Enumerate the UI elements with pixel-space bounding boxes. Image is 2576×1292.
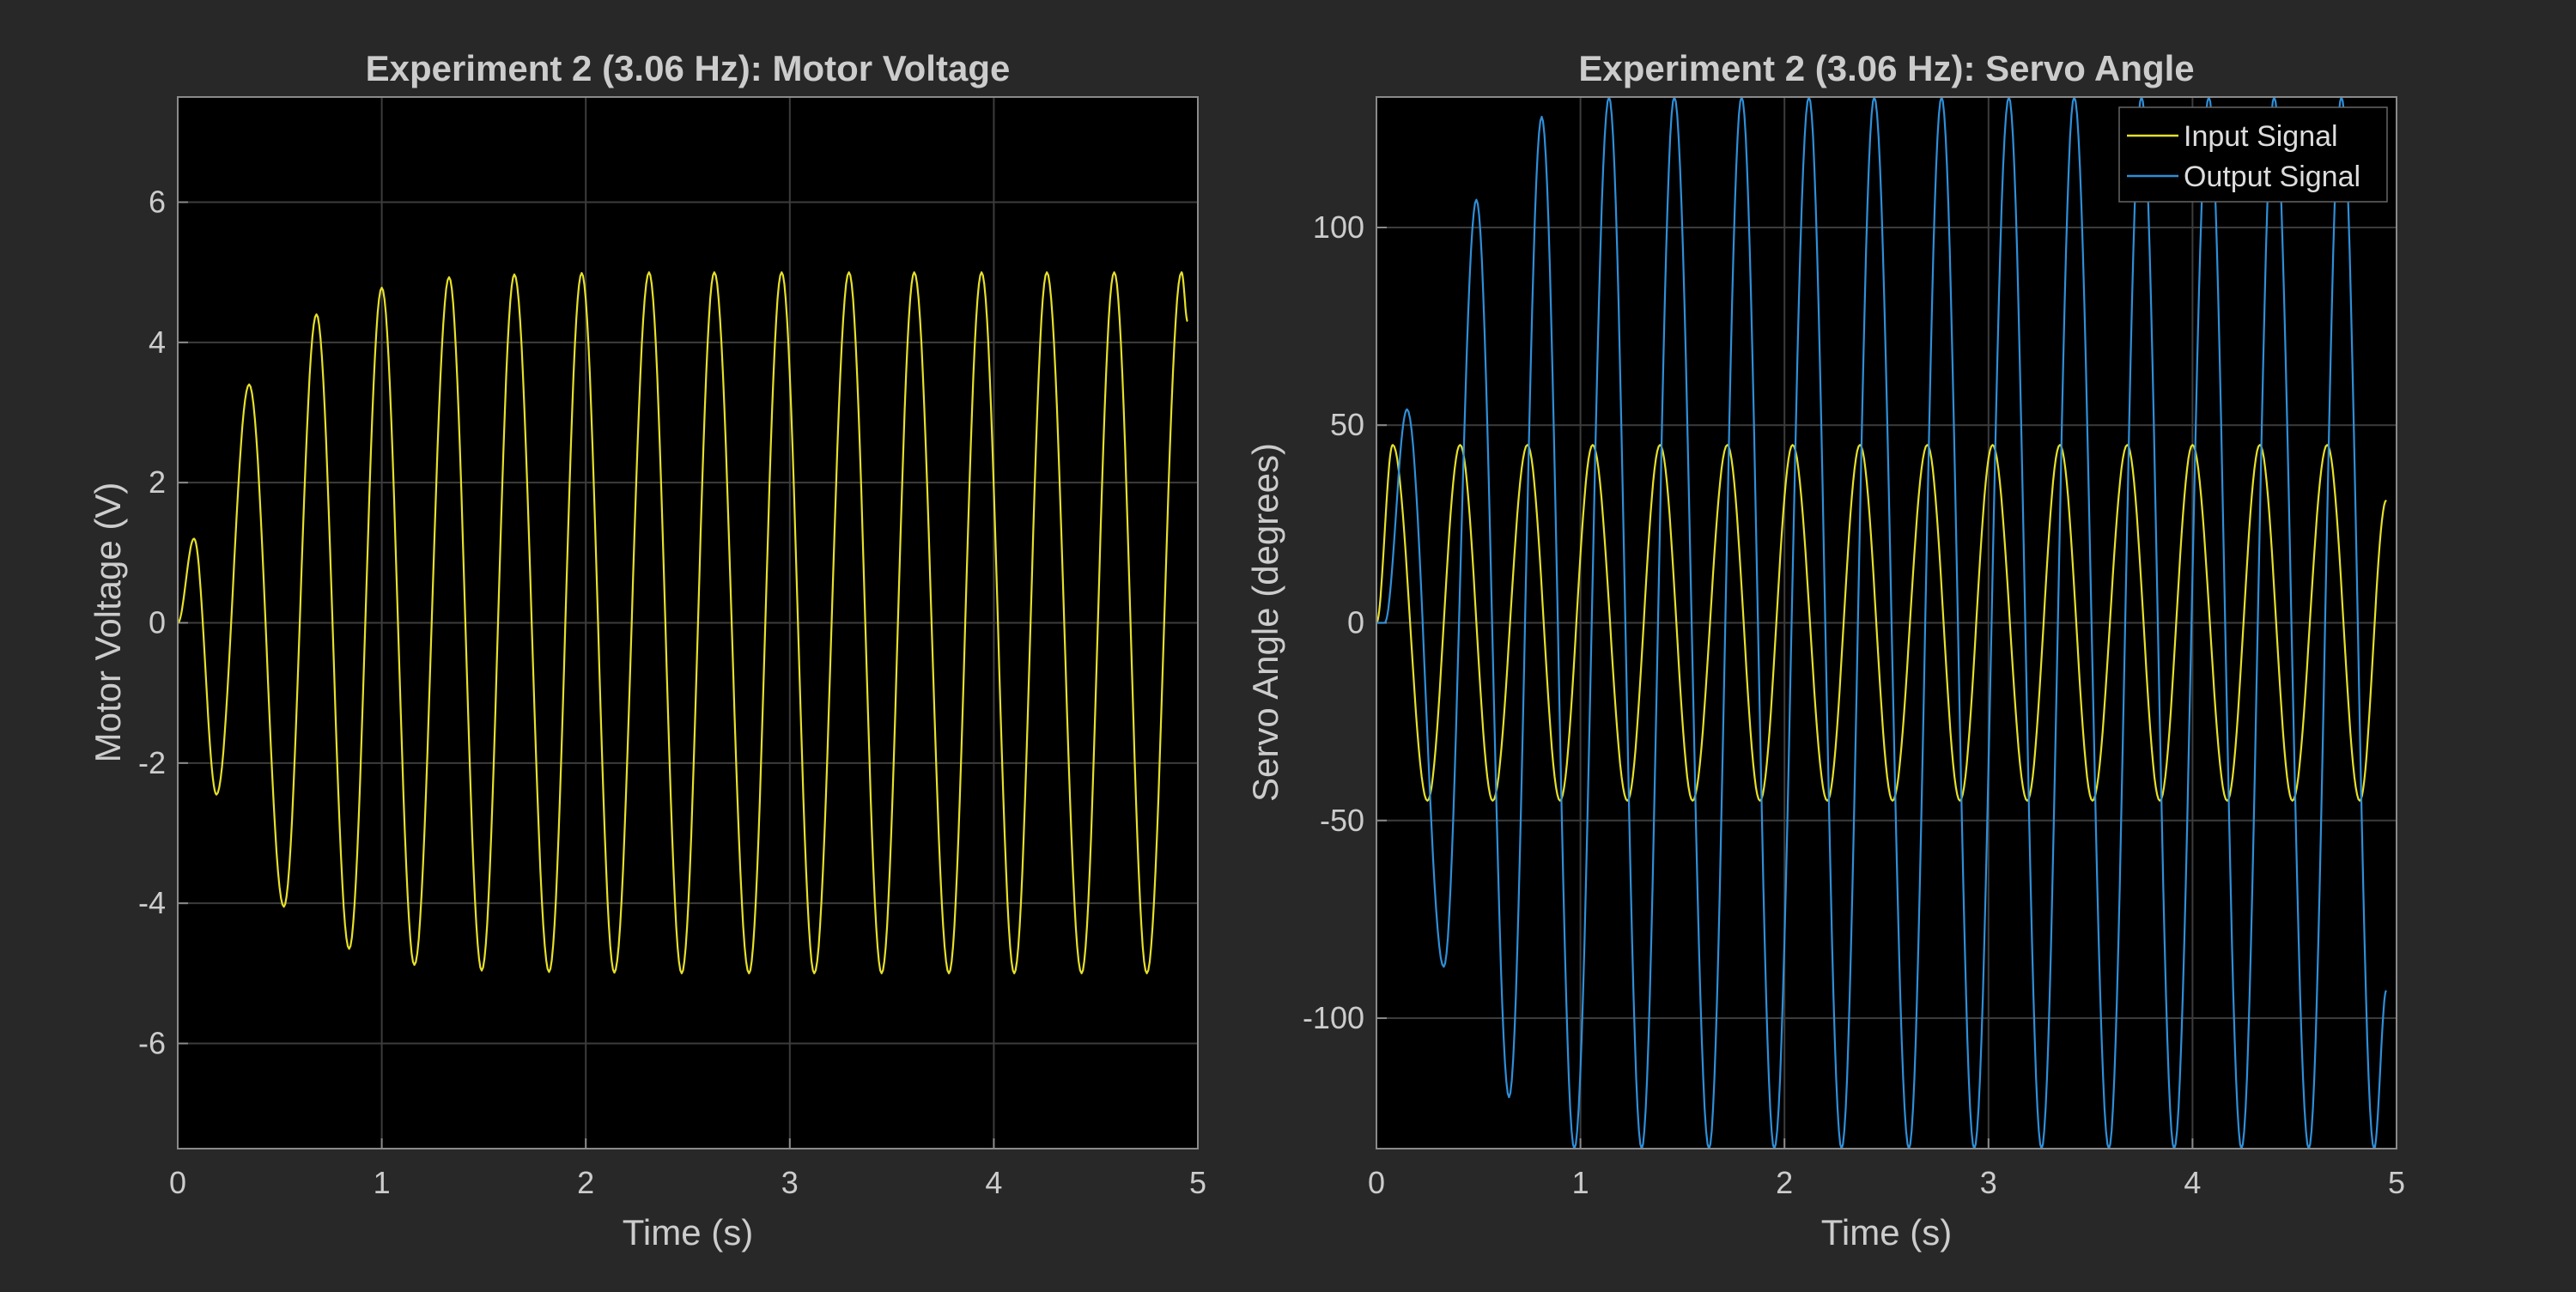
x-tick-label: 5: [2388, 1165, 2405, 1200]
x-axis-label: Time (s): [1821, 1212, 1952, 1253]
y-tick-label: 4: [149, 325, 166, 360]
y-tick-label: 2: [149, 464, 166, 500]
y-tick-label: 100: [1313, 209, 1364, 245]
y-tick-label: 50: [1330, 407, 1364, 442]
x-tick-label: 2: [577, 1165, 594, 1200]
chart-title: Experiment 2 (3.06 Hz): Motor Voltage: [366, 48, 1011, 88]
chart-title: Experiment 2 (3.06 Hz): Servo Angle: [1578, 48, 2194, 88]
legend-label-output: Output Signal: [2184, 161, 2360, 193]
y-tick-label: -100: [1303, 1000, 1364, 1035]
x-tick-label: 3: [781, 1165, 799, 1200]
y-tick-labels: -6 -4 -2 0 2 4 6: [138, 185, 166, 1061]
y-tick-label: -2: [138, 745, 166, 780]
servo-angle-chart: 0 1 2 3 4 5 -100 -50 0 50 100 Experiment 2 (3.06 …: [1245, 48, 2405, 1253]
x-tick-label: 4: [2184, 1165, 2201, 1200]
x-tick-label: 4: [985, 1165, 1002, 1200]
motor-voltage-chart: 0 1 2 3 4 5 -6 -4 -2 0 2 4 6 Experiment 2 (3.06 Hz)…: [88, 48, 1206, 1253]
legend-label-input: Input Signal: [2184, 120, 2338, 153]
y-tick-label: -4: [138, 885, 166, 920]
x-tick-label: 0: [169, 1165, 186, 1200]
x-axis-label: Time (s): [623, 1212, 753, 1253]
x-tick-label: 2: [1776, 1165, 1793, 1200]
x-tick-label: 0: [1368, 1165, 1385, 1200]
y-tick-label: 0: [1347, 605, 1364, 640]
y-axis-label: Motor Voltage (V): [88, 482, 128, 763]
x-tick-label: 1: [374, 1165, 391, 1200]
y-axis-label: Servo Angle (degrees): [1245, 443, 1285, 802]
x-tick-labels: 0 1 2 3 4 5: [169, 1165, 1206, 1200]
y-tick-labels: -100 -50 0 50 100: [1303, 209, 1364, 1035]
y-tick-label: 6: [149, 185, 166, 220]
y-tick-label: -50: [1320, 803, 1364, 838]
y-tick-label: 0: [149, 605, 166, 640]
x-tick-label: 5: [1189, 1165, 1206, 1200]
legend: Input Signal Output Signal: [2119, 107, 2387, 202]
x-tick-label: 1: [1572, 1165, 1589, 1200]
y-tick-label: -6: [138, 1026, 166, 1061]
x-tick-label: 3: [1980, 1165, 1997, 1200]
x-tick-labels: 0 1 2 3 4 5: [1368, 1165, 2405, 1200]
